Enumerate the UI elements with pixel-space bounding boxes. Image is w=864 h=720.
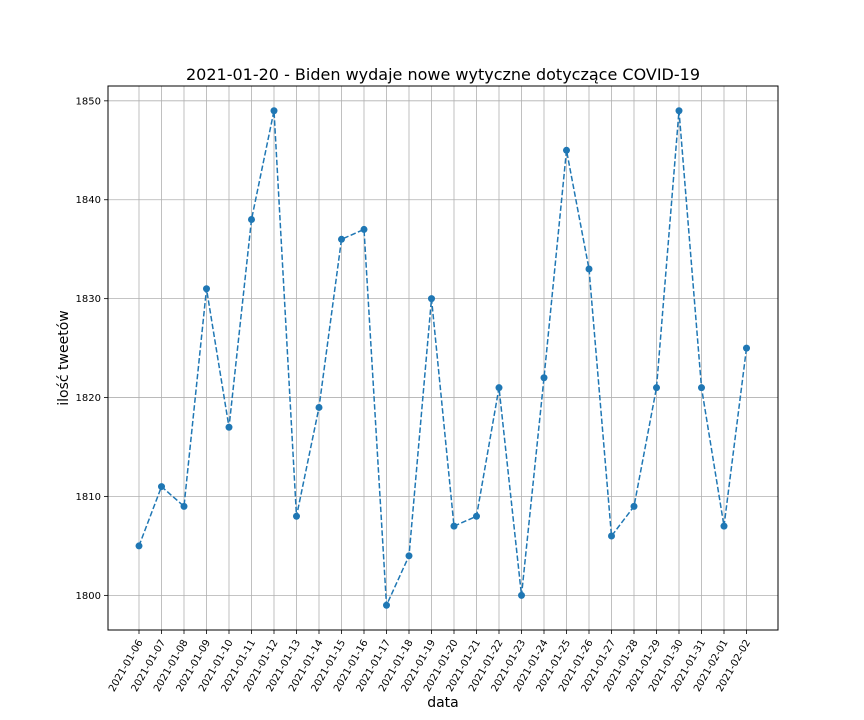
x-axis-label: data	[427, 695, 459, 711]
data-point	[608, 532, 615, 540]
data-point	[675, 107, 683, 115]
y-tick-label: 1840	[76, 195, 101, 206]
data-point	[180, 502, 188, 510]
y-tick-label: 1830	[76, 294, 101, 305]
plot-area	[108, 86, 778, 630]
y-tick-label: 1820	[76, 393, 101, 404]
data-series	[135, 107, 750, 609]
data-point	[360, 225, 368, 233]
y-tick-label: 1850	[76, 96, 101, 107]
data-point	[540, 374, 548, 382]
data-point	[203, 285, 210, 293]
data-point	[383, 601, 390, 609]
data-point	[315, 403, 323, 411]
plot-frame	[107, 85, 779, 631]
series-line	[138, 110, 748, 606]
data-point	[698, 384, 705, 392]
grid-lines	[108, 86, 778, 630]
data-point	[473, 512, 480, 520]
data-point	[293, 512, 300, 520]
data-point	[135, 542, 143, 550]
data-point	[518, 591, 525, 599]
data-point	[405, 552, 413, 560]
data-point	[563, 146, 570, 154]
x-axis-ticks: 2021-01-062021-01-072021-01-082021-01-09…	[107, 630, 753, 694]
data-point	[338, 235, 345, 243]
data-point	[653, 384, 660, 392]
data-point	[450, 522, 458, 530]
data-point	[158, 483, 165, 491]
data-point	[270, 107, 278, 115]
data-point	[495, 384, 503, 392]
chart-title: 2021-01-20 - Biden wydaje nowe wytyczne …	[186, 65, 700, 84]
data-point	[585, 265, 593, 273]
data-point	[428, 295, 435, 303]
data-point	[743, 344, 750, 352]
data-point	[248, 216, 255, 224]
data-point	[720, 522, 728, 530]
data-point	[630, 502, 638, 510]
data-point	[225, 423, 233, 431]
y-axis-label: ilość tweetów	[56, 310, 72, 405]
y-tick-label: 1810	[76, 492, 101, 503]
y-tick-label: 1800	[76, 591, 101, 602]
y-axis-ticks: 1800 1810 1820 1830 1840 1850	[76, 96, 108, 602]
